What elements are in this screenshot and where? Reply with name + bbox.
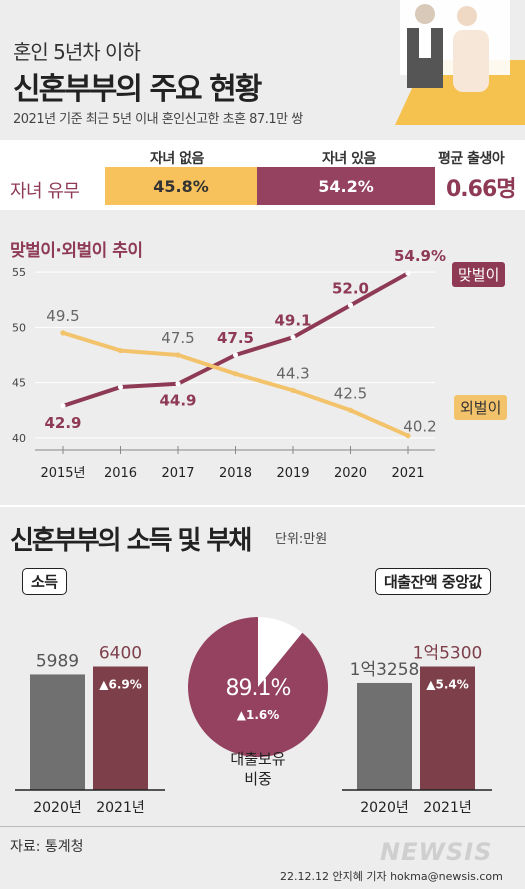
children-row-label: 자녀 유무 [10,181,80,202]
bar [93,666,148,790]
data-label: 52.0 [332,279,369,297]
data-point [232,352,239,358]
finance-divider [0,505,525,507]
bar [30,674,85,790]
data-point [60,330,66,336]
x-tick-label: 2015년 [40,466,85,481]
y-tick-label: 45 [12,377,26,390]
loan-ratio-label-2: 비중 [244,770,272,788]
trend-line-chart: 55 50 45 40 42.9 44.9 47.5 49.1 52.0 54.9% 49.5 47… [12,250,446,481]
source-text: 자료: 통계청 [10,839,84,855]
income-bar-chart: 5989 2020년 6400 2021년 ▲6.9% [15,644,165,816]
header-note: 2021년 기준 최근 5년 이내 혼인신고한 초혼 87.1만 쌍 [13,112,303,127]
x-tick-label: 2017 [161,466,194,481]
data-label: 49.1 [274,311,311,329]
bar-value-label: 1억3258 [350,660,420,680]
loan-median-bar-chart: 1억3258 2020년 1억5300 2021년 ▲5.4% [342,644,492,816]
data-point [60,403,66,409]
x-tick-label: 2018 [219,466,252,481]
finance-title: 신혼부부의 소득 및 부채 [10,526,252,556]
x-tick-label: 2019 [276,466,309,481]
data-label: 47.5 [217,329,254,347]
x-tick-label: 2016 [104,466,137,481]
finance-unit: 단위:만원 [275,532,328,547]
data-point [232,371,239,377]
couple-illustration [395,0,525,125]
data-point [175,352,181,358]
footer-divider [0,826,525,827]
trend-title: 맞벌이·외벌이 추이 [10,241,143,261]
y-tick-label: 50 [12,321,26,334]
y-tick-label: 55 [12,266,26,279]
newsis-logo: NEWSIS [380,838,493,866]
header-subtitle: 혼인 5년차 이하 [13,40,141,64]
loan-median-tag: 대출잔액 중앙값 [375,568,491,595]
data-point [175,381,181,387]
data-point [347,302,354,308]
bar-category-label: 2020년 [33,800,82,816]
header-title: 신혼부부의 주요 현황 [13,72,262,107]
data-label: 42.5 [334,384,367,402]
dual-income-legend: 맞벌이 [452,262,506,287]
bar-value-label: 5989 [36,651,79,671]
y-tick-label: 40 [12,432,26,445]
income-tag: 소득 [22,568,67,595]
bar-category-label: 2020년 [360,800,409,816]
no-child-segment: 45.8% [105,167,257,205]
bar-value-label: 6400 [99,644,142,664]
data-point [117,347,124,354]
data-point [290,387,296,393]
bar [357,682,412,790]
has-child-segment: 54.2% [257,167,435,205]
data-label: 44.3 [276,364,309,382]
data-label: 54.9% [394,250,446,265]
loan-ratio-pie [188,617,328,757]
bar-value-label: 1억5300 [413,644,483,664]
has-child-header: 자녀 있음 [322,151,376,167]
data-label: 49.5 [46,307,79,325]
x-tick-label: 2020 [334,466,367,481]
data-label: 47.5 [161,329,194,347]
credit-text: 22.12.12 안지혜 기자 hokma@newsis.com [280,870,503,883]
data-point [290,334,296,340]
pie-main-slice [188,617,328,757]
no-child-header: 자녀 없음 [150,151,204,167]
data-point [405,433,411,439]
data-point [117,384,124,390]
data-label: 40.2 [403,418,436,436]
data-point [347,407,354,413]
single-income-legend: 외벌이 [454,395,508,420]
bar-change-label: ▲6.9% [99,678,142,692]
bar [420,666,475,790]
avg-births-value: 0.66명 [446,177,517,202]
avg-births-header: 평균 출생아 [438,151,505,167]
loan-ratio-value: 89.1% [225,676,292,701]
bar-category-label: 2021년 [96,800,145,816]
data-label: 42.9 [44,414,81,432]
loan-ratio-change: ▲1.6% [236,708,280,722]
bar-category-label: 2021년 [423,800,472,816]
data-point [405,270,411,276]
loan-ratio-label-1: 대출보유 [230,750,286,768]
bar-change-label: ▲5.4% [426,678,469,692]
data-label: 44.9 [159,392,196,410]
x-tick-label: 2021 [391,466,424,481]
